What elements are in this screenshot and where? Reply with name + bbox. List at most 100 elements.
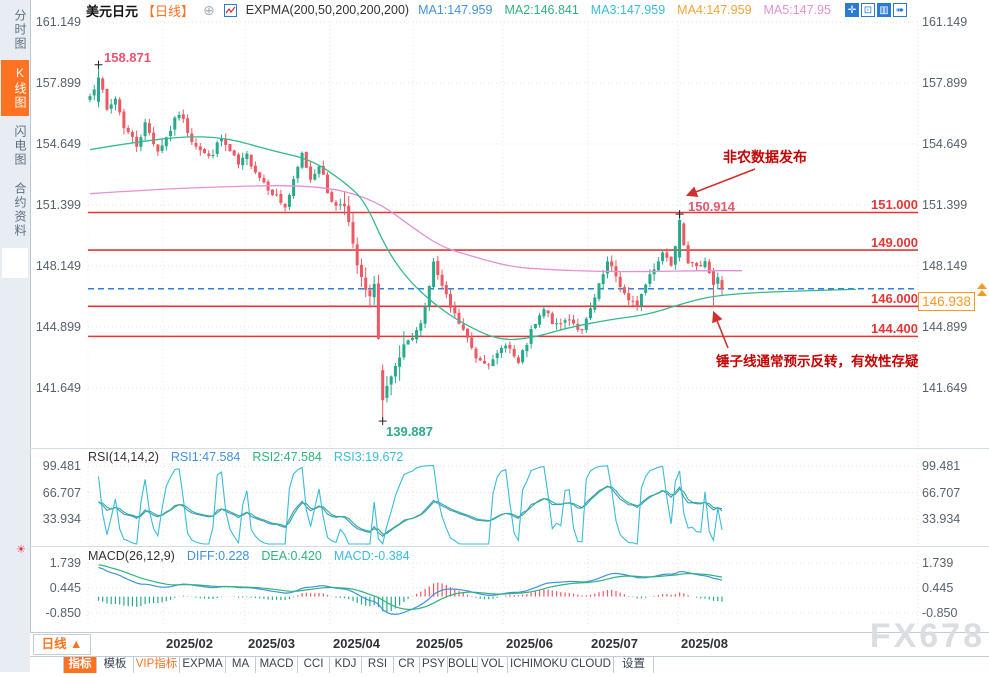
y-axis-label: 141.649 [35,381,81,395]
candle-body [669,256,673,266]
toolbar-item-EXPMA[interactable]: EXPMA [180,657,226,673]
price-level-label: 144.400 [871,321,918,337]
candle-body [88,96,92,100]
indicator-label: EXPMA(200,50,200,200,200) [245,3,410,17]
candle-body [126,128,130,132]
candle-body [656,261,660,271]
crosshair-icon[interactable]: ✛ [845,3,859,17]
price-level-label: 149.000 [871,235,918,251]
candle-body [474,348,478,359]
candle-body [516,357,520,363]
add-indicator-icon[interactable]: ⊕ [203,2,215,18]
candle-body [686,245,690,264]
toolbar-item-模板[interactable]: 模板 [97,657,134,673]
alert-icon[interactable]: ☀ [16,544,26,556]
symbol-title: 美元日元 [86,3,139,19]
toolbar-item-CCI[interactable]: CCI [298,657,330,673]
candle-body [389,376,393,385]
toolbar-item-MA[interactable]: MA [226,657,256,673]
sidebar-tab-闪电图[interactable]: 闪电图 [13,125,27,167]
x-axis-date: 2025/06 [506,636,553,651]
candle-body [368,290,372,297]
candle-body [555,323,559,325]
y-axis-label: 148.149 [922,259,968,273]
candle-body [695,263,699,267]
panel-divider [30,546,989,547]
candle-body [245,153,249,159]
marked-low-label: 139.887 [386,424,433,439]
sidebar-tab-K线图[interactable]: K线图 [1,60,29,116]
candle-body [499,347,503,353]
candle-body [538,315,542,325]
candle-body [440,274,444,286]
toolbar-item-VOL[interactable]: VOL [478,657,508,673]
macd-title: MACD(26,12,9) [88,549,175,563]
candle-body [232,150,236,156]
candle-body [292,179,296,196]
candle-body [712,270,715,285]
candle-body [597,283,601,299]
candle-body [550,313,554,324]
candle-body [224,139,228,145]
candle-body [164,137,168,147]
toolbar-item-RSI[interactable]: RSI [362,657,394,673]
toolbar-spacer [30,657,64,673]
candle-body [113,98,117,105]
candle-body [190,133,194,142]
y-axis-label: 157.899 [35,76,81,90]
candle-body [589,308,592,319]
candle-body [249,154,253,167]
candle-body [559,323,563,325]
candle-body [215,142,219,154]
y-axis-label: 144.899 [35,320,81,334]
candle-body [313,173,317,180]
candle-body [707,261,711,273]
price-level-label: 151.000 [871,197,918,213]
toolbar-item-BOLL[interactable]: BOLL [448,657,478,673]
toolbar-item-CR[interactable]: CR [394,657,420,673]
toolbar-item-KDJ[interactable]: KDJ [330,657,362,673]
expma-slow-line [89,185,742,273]
swing-high-label: 150.914 [688,199,735,214]
chart-layout-icon[interactable]: ▥ [877,3,891,17]
candle-body [415,330,419,340]
fit-scale-icon[interactable]: ⊡ [861,3,875,17]
period-selector[interactable]: 日线 ▲ [33,634,91,655]
macd-axis-label: -0.850 [45,606,81,620]
candle-body [181,114,185,119]
candle-body [372,283,376,298]
sidebar-tab-合约资料[interactable]: 合约资料 [13,182,27,238]
candle-body [483,360,486,364]
rsi-axis-label: 99.481 [42,459,81,473]
period-tag: 【日线】 [142,3,195,19]
y-axis-label: 148.149 [35,259,81,273]
candle-body [351,222,355,244]
candle-body [682,223,686,246]
candle-body [186,118,190,133]
candle-body [457,312,461,324]
toolbar-item-PSY[interactable]: PSY [420,657,448,673]
toolbar-item-ICHIMOKU CLOUD[interactable]: ICHIMOKU CLOUD [508,657,614,673]
candle-body [105,89,109,110]
toolbar-item-VIP指标[interactable]: VIP指标 [134,657,180,673]
chart-header: 美元日元 【日线】 ⊕ EXPMA(200,50,200,200,200) MA… [86,1,831,19]
y-axis-label: 161.149 [922,15,968,29]
candle-body [436,261,440,275]
candle-body [572,319,575,324]
toolbar-item-MACD[interactable]: MACD [256,657,298,673]
candle-body [580,329,584,331]
candle-body [470,337,474,348]
candle-body [567,319,571,321]
ma-value: MA1:147.959 [418,3,493,17]
toolbar-item-指标[interactable]: 指标 [64,657,97,673]
sidebar-tab-分时图[interactable]: 分时图 [13,9,27,51]
candle-body [237,154,240,165]
toolbar-item-设置[interactable]: 设置 [614,657,654,673]
export-chart-icon[interactable]: ➠ [893,3,907,17]
candle-body [512,348,516,357]
candle-body [177,114,181,119]
candle-body [194,142,198,147]
macd-axis-label: 1.739 [922,556,954,570]
sidebar-spacer [2,248,28,278]
